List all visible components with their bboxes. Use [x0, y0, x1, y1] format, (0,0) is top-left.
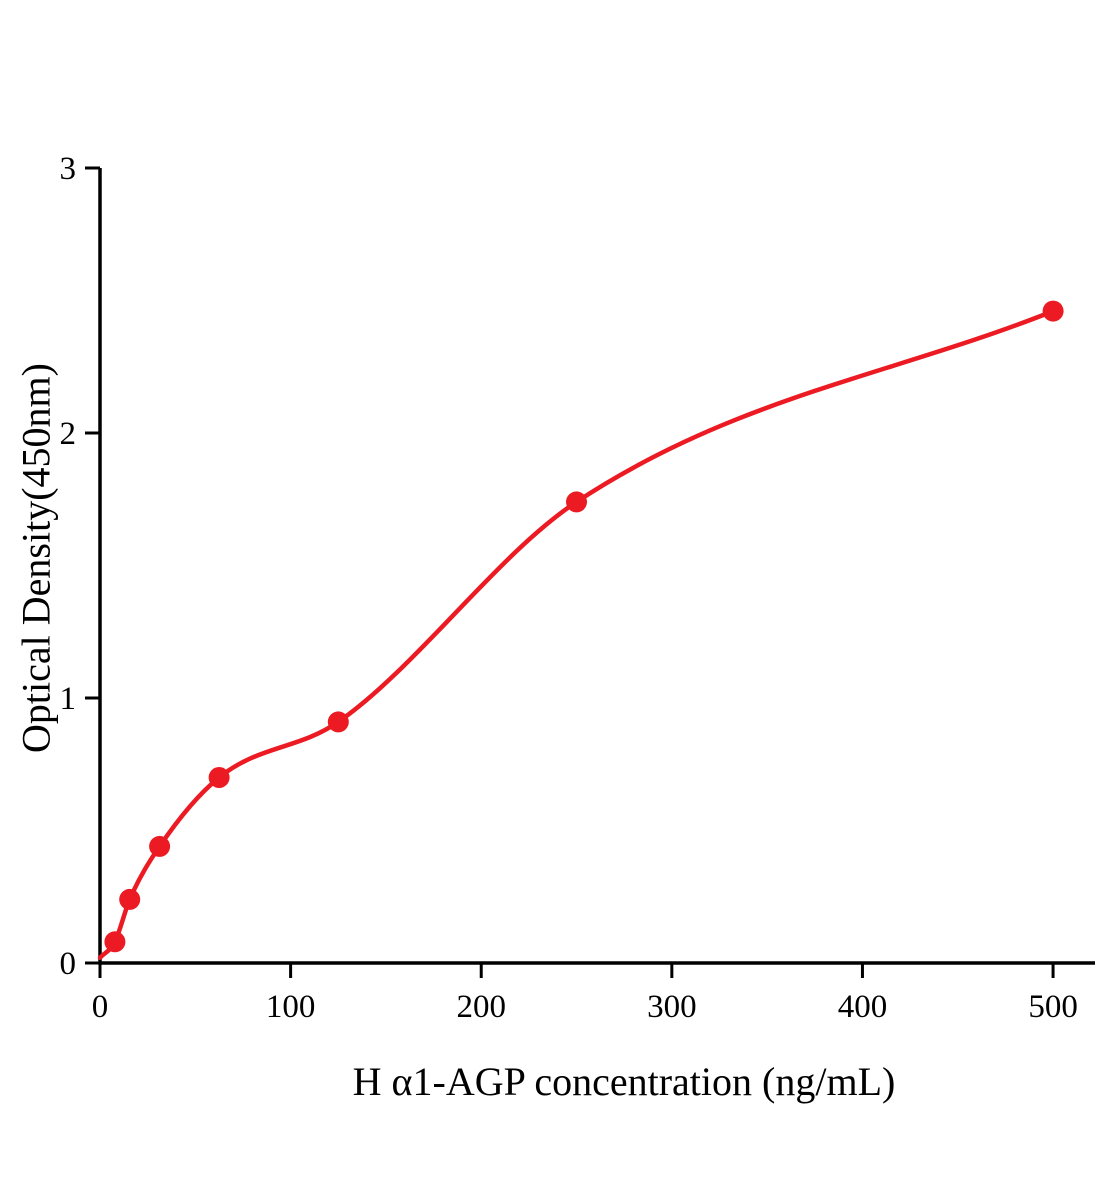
- y-axis-title: Optical Density(450nm): [13, 363, 59, 753]
- data-point: [327, 711, 349, 733]
- y-tick-label: 0: [60, 946, 77, 982]
- data-point: [1042, 300, 1064, 322]
- y-tick-label: 3: [60, 151, 77, 187]
- data-point: [119, 888, 141, 910]
- x-tick-label: 500: [1028, 989, 1078, 1025]
- y-tick-label: 2: [60, 416, 77, 452]
- x-tick-label: 200: [456, 989, 506, 1025]
- x-tick-label: 300: [647, 989, 697, 1025]
- data-point: [566, 491, 587, 513]
- x-tick-label: 0: [92, 989, 109, 1025]
- y-tick-label: 1: [60, 681, 77, 717]
- x-tick-label: 400: [838, 989, 888, 1025]
- data-point: [104, 931, 126, 953]
- data-point: [149, 835, 171, 857]
- x-axis-title: H α1-AGP concentration (ng/mL): [352, 1059, 896, 1104]
- fit-curve: [97, 308, 1056, 960]
- data-point: [208, 767, 230, 788]
- x-tick-label: 100: [266, 989, 316, 1025]
